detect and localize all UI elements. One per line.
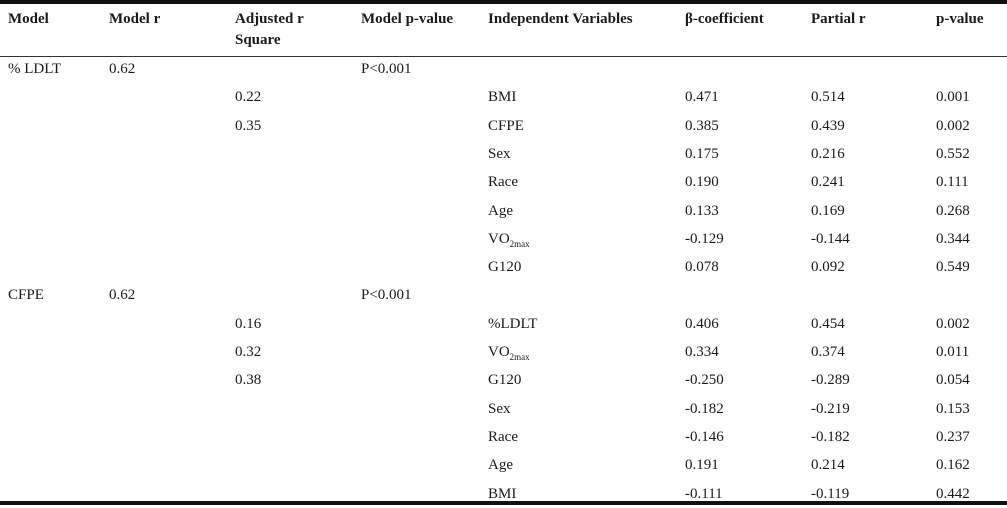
beta-coefficient: -0.250 — [685, 372, 724, 389]
independent-variable: Sex — [488, 400, 511, 417]
p-value: 0.268 — [936, 202, 970, 219]
adjusted-r-square: 0.22 — [235, 89, 262, 106]
beta-coefficient: 0.190 — [685, 174, 719, 191]
header-beta-coefficient: β-coefficient — [685, 11, 764, 27]
beta-coefficient: 0.175 — [685, 145, 719, 162]
independent-variable: BMI — [488, 485, 517, 502]
header-model: Model — [8, 11, 49, 27]
model-r: 0.62 — [109, 61, 136, 77]
beta-coefficient: 0.334 — [685, 344, 719, 360]
partial-r: 0.214 — [811, 457, 845, 474]
partial-r: 0.514 — [811, 89, 845, 106]
independent-variable: VO2max — [488, 342, 530, 363]
variable-subscript: 2max — [509, 238, 530, 249]
partial-r: 0.374 — [811, 344, 845, 360]
model-p-value: P<0.001 — [361, 287, 412, 304]
adjusted-r-square: 0.38 — [235, 372, 262, 389]
beta-coefficient: 0.191 — [685, 457, 719, 474]
independent-variable: G120 — [488, 259, 522, 276]
independent-variable: Age — [488, 202, 513, 219]
p-value: 0.002 — [936, 315, 970, 332]
p-value: 0.552 — [936, 145, 970, 162]
partial-r: -0.144 — [811, 230, 850, 247]
partial-r: 0.169 — [811, 202, 845, 219]
p-value: 0.162 — [936, 457, 970, 474]
partial-r: 0.241 — [811, 174, 845, 191]
independent-variable: BMI — [488, 89, 517, 106]
adjusted-r-square: 0.35 — [235, 117, 262, 134]
p-value: 0.153 — [936, 400, 970, 417]
partial-r: -0.119 — [811, 485, 850, 502]
p-value: 0.001 — [936, 89, 970, 106]
header-adjusted-r-square: Adjusted r Square — [235, 9, 304, 51]
variable-subscript: 2max — [509, 352, 530, 362]
p-value: 0.442 — [936, 485, 970, 502]
beta-coefficient: -0.182 — [685, 400, 724, 417]
p-value: 0.002 — [936, 117, 970, 134]
partial-r: 0.092 — [811, 259, 845, 276]
independent-variable: %LDLT — [488, 315, 538, 332]
header-independent-variables: Independent Variables — [488, 11, 633, 27]
partial-r: -0.289 — [811, 372, 850, 389]
header-model-r: Model r — [109, 11, 161, 27]
header-p-value: p-value — [936, 11, 984, 27]
model-r: 0.62 — [109, 287, 136, 304]
independent-variable: CFPE — [488, 117, 524, 134]
table-top-rule — [0, 0, 1007, 4]
beta-coefficient: 0.133 — [685, 202, 719, 219]
p-value: 0.111 — [936, 174, 969, 191]
adjusted-r-square: 0.16 — [235, 315, 262, 332]
partial-r: -0.219 — [811, 400, 850, 417]
header-adjusted-line1: Adjusted r — [235, 11, 304, 27]
header-rule — [0, 56, 1007, 57]
beta-coefficient: -0.129 — [685, 230, 724, 247]
variable-main: VO — [488, 344, 510, 360]
partial-r: 0.454 — [811, 315, 845, 332]
beta-coefficient: 0.078 — [685, 259, 719, 276]
header-model-p-value: Model p-value — [361, 11, 454, 27]
independent-variable: Race — [488, 174, 518, 191]
partial-r: 0.439 — [811, 117, 845, 134]
p-value: 0.054 — [936, 372, 970, 389]
partial-r: -0.182 — [811, 428, 850, 445]
variable-main: VO — [488, 230, 510, 247]
independent-variable: Sex — [488, 145, 511, 162]
p-value: 0.237 — [936, 428, 970, 445]
independent-variable: G120 — [488, 372, 522, 389]
header-adjusted-line2: Square — [235, 32, 281, 48]
beta-coefficient: -0.111 — [685, 485, 723, 502]
model-name: % LDLT — [8, 61, 62, 77]
model-p-value: P<0.001 — [361, 61, 412, 77]
independent-variable: Age — [488, 457, 513, 474]
table-bottom-rule — [0, 501, 1007, 505]
p-value: 0.344 — [936, 230, 970, 247]
p-value: 0.011 — [936, 344, 970, 360]
p-value: 0.549 — [936, 259, 970, 276]
model-name: CFPE — [8, 287, 44, 304]
adjusted-r-square: 0.32 — [235, 344, 262, 360]
beta-coefficient: 0.471 — [685, 89, 719, 106]
beta-coefficient: 0.385 — [685, 117, 719, 134]
independent-variable: Race — [488, 428, 518, 445]
independent-variable: VO2max — [488, 229, 530, 250]
beta-coefficient: -0.146 — [685, 428, 724, 445]
header-partial-r: Partial r — [811, 11, 866, 27]
beta-coefficient: 0.406 — [685, 315, 719, 332]
partial-r: 0.216 — [811, 145, 845, 162]
